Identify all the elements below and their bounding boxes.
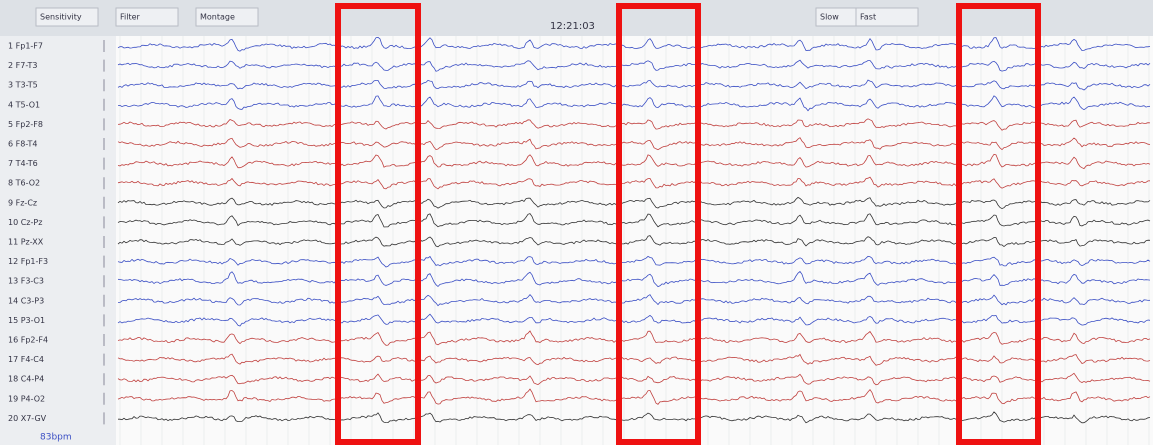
channel-label: 8 T6-O2 [8, 179, 40, 188]
channel-label: 1 Fp1-F7 [8, 42, 43, 51]
channel-label: 7 T4-T6 [8, 159, 38, 168]
channel-label: 12 Fp1-F3 [8, 257, 48, 266]
channel-label: 9 Fz-Cz [8, 198, 37, 207]
clock: 12:21:03 [550, 21, 595, 32]
channel-label: 19 P4-O2 [8, 394, 45, 403]
channel-label: 13 F3-C3 [8, 277, 44, 286]
channel-label: 3 T3-T5 [8, 81, 38, 90]
toolbar-label: Slow [820, 13, 839, 22]
toolbar-label: Filter [120, 13, 141, 22]
channel-label: 11 Pz-XX [8, 238, 44, 247]
channel-label: 10 Cz-Pz [8, 218, 42, 227]
toolbar-label: Sensitivity [40, 13, 82, 22]
channel-label: 6 F8-T4 [8, 140, 37, 149]
channel-label: 2 F7-T3 [8, 61, 37, 70]
channel-label: 14 C3-P3 [8, 296, 44, 305]
channel-label: 16 Fp2-F4 [8, 336, 48, 345]
heart-rate: 83bpm [40, 433, 72, 443]
channel-label: 5 Fp2-F8 [8, 120, 43, 129]
channel-label: 4 T5-O1 [8, 100, 40, 109]
toolbar-label: Montage [200, 13, 235, 22]
channel-label: 17 F4-C4 [8, 355, 44, 364]
channel-label: 20 X7-GV [8, 414, 47, 423]
eeg-screen: 1 Fp1-F7 2 F7-T3 3 T3-T5 4 T5-O1 5 Fp2-F8 6 F… [0, 0, 1153, 445]
channel-label: 18 C4-P4 [8, 375, 44, 384]
channel-label: 15 P3-O1 [8, 316, 45, 325]
toolbar-label: Fast [860, 13, 876, 22]
